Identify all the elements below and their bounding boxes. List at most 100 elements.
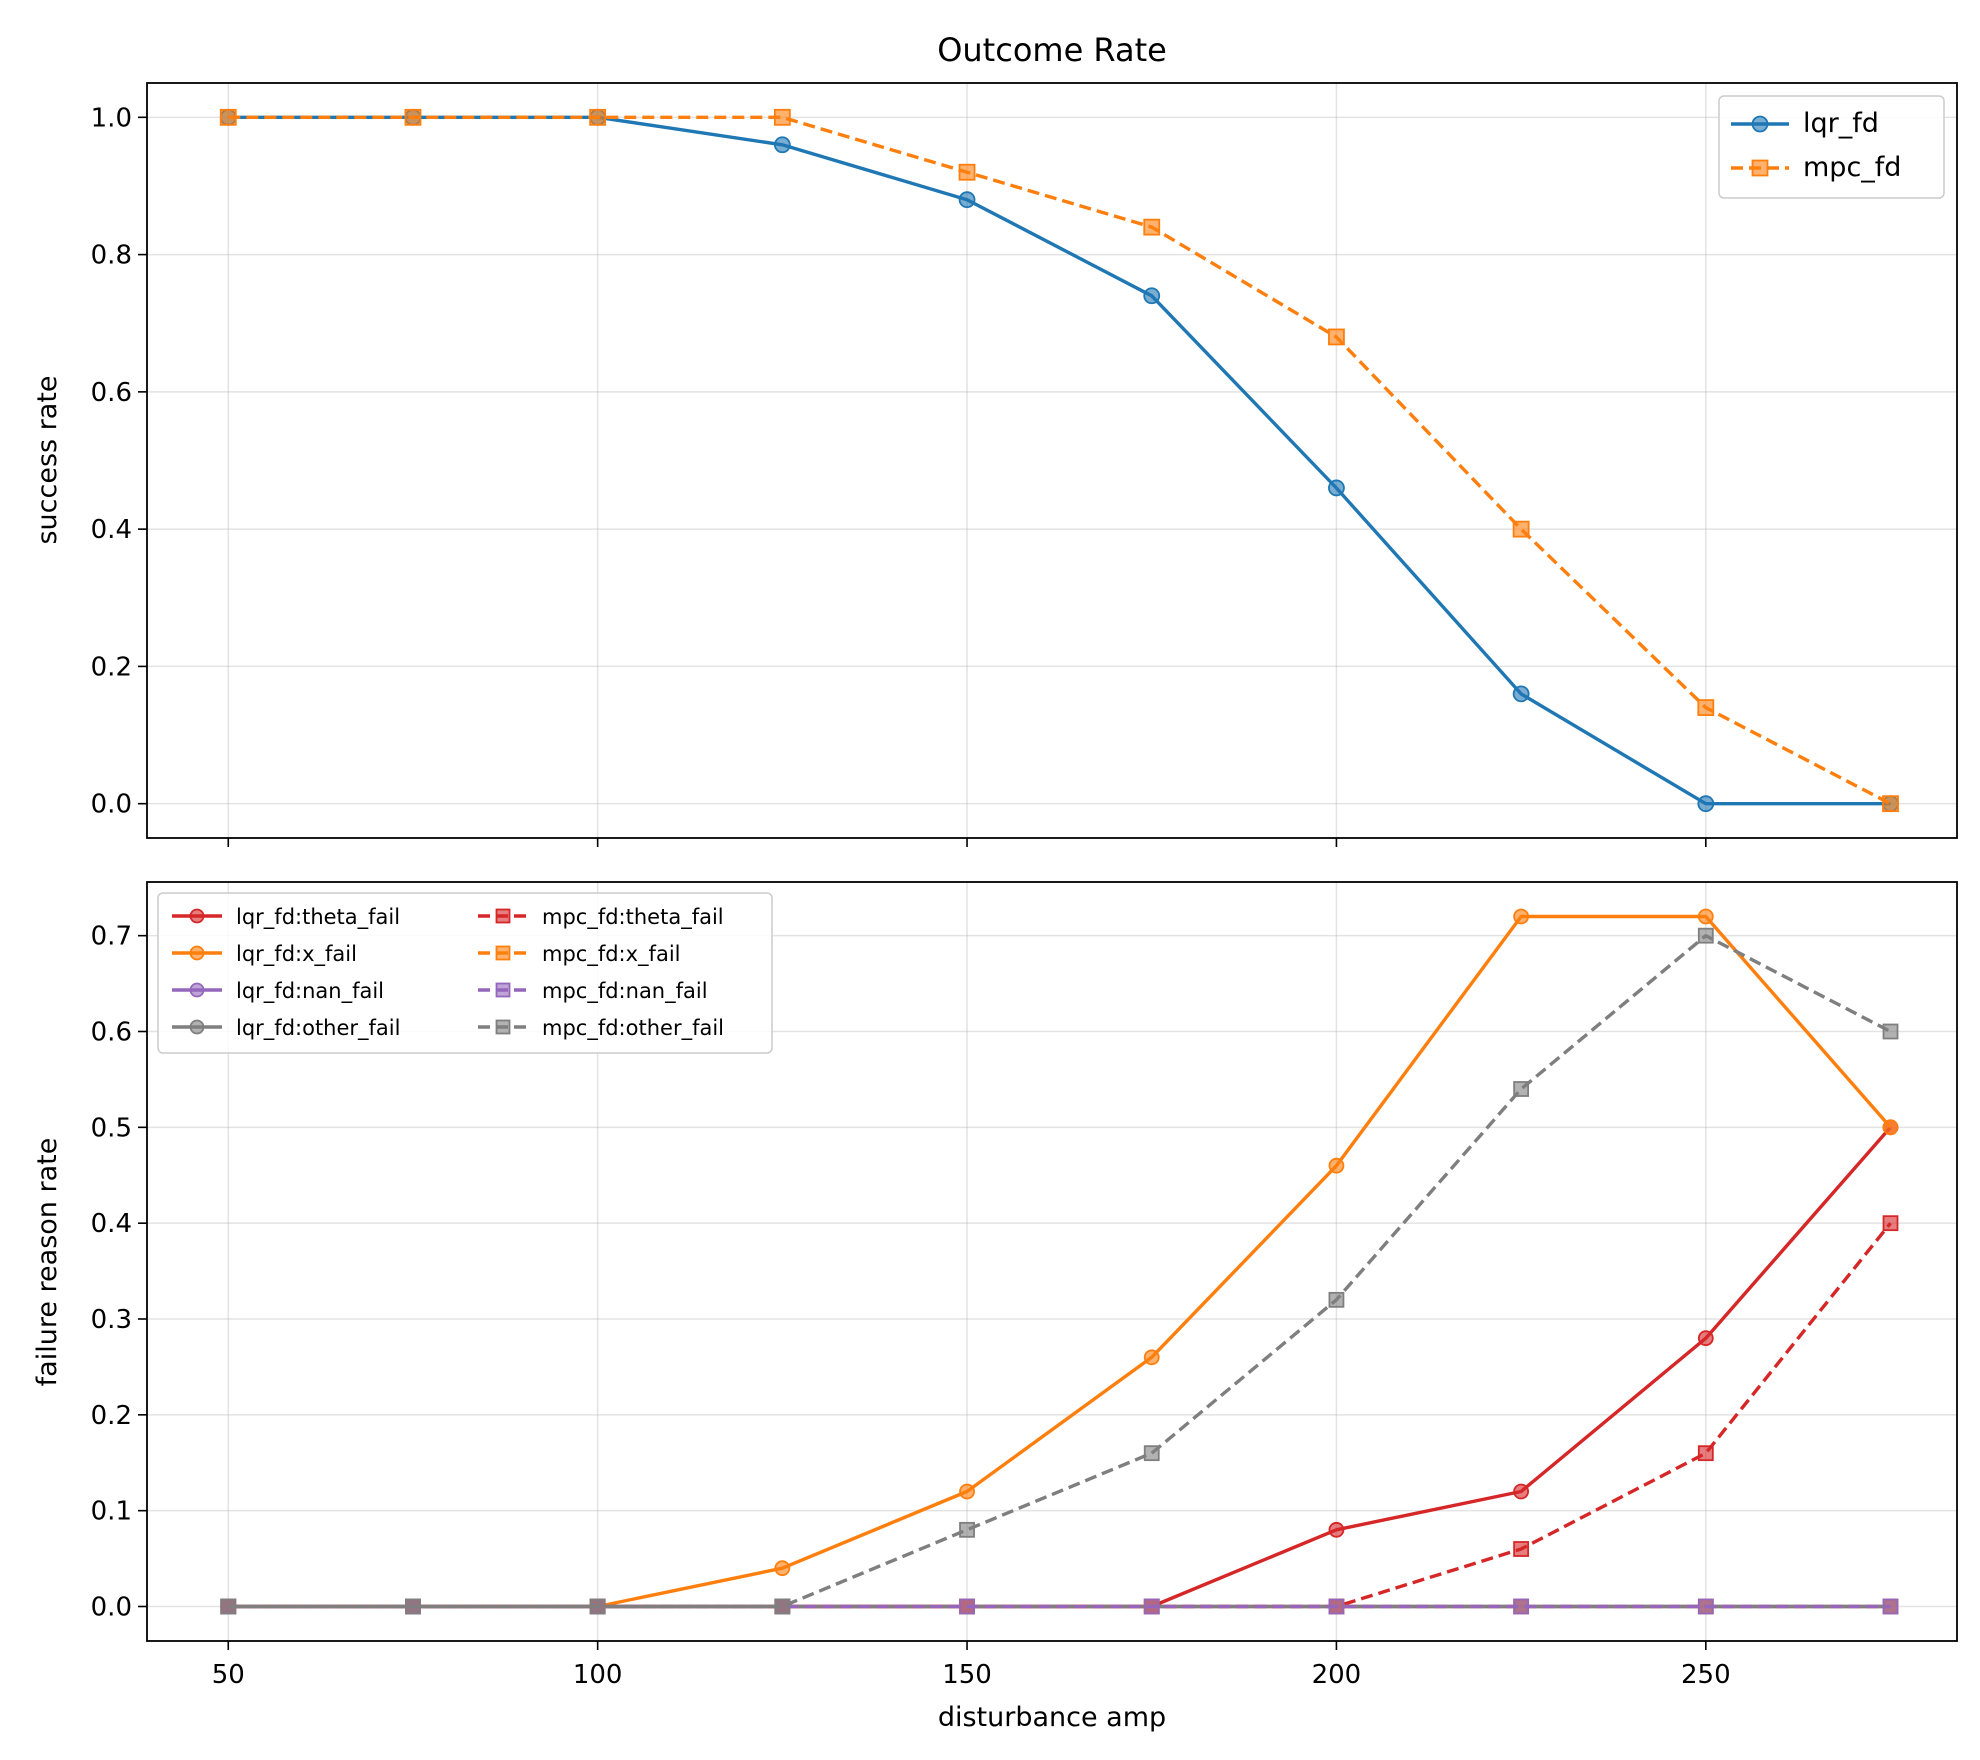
- top-mpc-fd-point-3: [773, 108, 791, 126]
- bottom-legend-label-lqr-fd-other-fail: lqr_fd:other_fail: [236, 1016, 400, 1041]
- top-ytick-label-1: 0.2: [91, 652, 132, 682]
- bottom-legend-item-mpc-fd-theta-fail: mpc_fd:theta_fail: [478, 905, 724, 930]
- bottom-series-group: [220, 908, 1899, 1615]
- bottom-lqr-fd-x-fail-point-9: [1882, 1119, 1899, 1136]
- bottom-mpc-fd-theta-fail-point-9: [1882, 1215, 1899, 1232]
- bottom-lqr-fd-x-fail-point-7: [1513, 908, 1530, 925]
- bottom-legend-label-lqr-fd-x-fail: lqr_fd:x_fail: [236, 942, 357, 967]
- top-ytick-label-5: 1.0: [91, 103, 132, 133]
- top-axes-frame: [146, 82, 1958, 839]
- top-legend: lqr_fd mpc_fd: [1718, 95, 1945, 199]
- top-mpc-fd-point-5: [1143, 218, 1161, 236]
- bottom-legend-marker-mpc-fd-other-fail-point-0: [495, 1019, 511, 1035]
- bottom-axes-frame: [146, 881, 1958, 1642]
- bottom-legend-label-mpc-fd-theta-fail: mpc_fd:theta_fail: [542, 905, 724, 930]
- top-ytick-label-4: 0.8: [91, 241, 132, 271]
- bottom-chart: 50 100 150 200 250 0.0 0.1 0.2 0.3 0.4 0.5 0.6 0.7 d…: [32, 881, 1958, 1733]
- bottom-series-mpc-fd-other-fail: [220, 927, 1899, 1615]
- bottom-ytick-label-3: 0.3: [91, 1305, 132, 1335]
- bottom-mpc-fd-other-fail-point-3: [774, 1598, 791, 1615]
- top-mpc-fd-point-1: [404, 108, 422, 126]
- top-lqr-fd-point-7: [1512, 685, 1530, 703]
- bottom-legend-marker-lqr-fd-theta-fail-point-0: [189, 908, 205, 924]
- bottom-ytick-label-7: 0.7: [91, 922, 132, 952]
- bottom-lqr-fd-x-fail-point-5: [1143, 1349, 1160, 1366]
- bottom-legend-items: lqr_fd:theta_fail lqr_fd:x_fail lqr_fd:nan…: [172, 905, 724, 1041]
- top-legend-label-mpc-fd: mpc_fd: [1803, 152, 1901, 183]
- top-y-axis-label: success rate: [32, 375, 63, 544]
- bottom-mpc-fd-other-fail-point-1: [405, 1598, 421, 1615]
- bottom-lqr-fd-x-fail-point-3: [774, 1560, 791, 1577]
- bottom-mpc-fd-other-fail-point-6: [1328, 1291, 1345, 1308]
- top-ytick-label-0: 0.0: [91, 790, 132, 820]
- bottom-legend-item-mpc-fd-other-fail: mpc_fd:other_fail: [478, 1016, 724, 1041]
- bottom-legend-marker-lqr-fd-other-fail-point-0: [189, 1019, 205, 1035]
- top-line-mpc-fd: [228, 115, 1892, 806]
- top-legend-label-lqr-fd: lqr_fd: [1803, 108, 1879, 139]
- x-axis-label: disturbance amp: [938, 1702, 1166, 1733]
- bottom-legend-marker-lqr-fd-nan-fail-point-0: [189, 982, 205, 998]
- top-lqr-fd-point-4: [958, 191, 976, 209]
- top-lqr-fd-point-5: [1143, 287, 1161, 305]
- top-lqr-fd-point-6: [1328, 479, 1345, 497]
- top-mpc-fd-point-2: [589, 108, 607, 126]
- bottom-lqr-fd-x-fail-point-6: [1328, 1157, 1345, 1174]
- top-legend-frame: [1718, 95, 1945, 199]
- bottom-lqr-fd-theta-fail-point-8: [1697, 1330, 1714, 1347]
- bottom-legend-label-lqr-fd-nan-fail: lqr_fd:nan_fail: [236, 979, 384, 1004]
- top-mpc-fd-point-9: [1882, 795, 1899, 813]
- bottom-legend-label-lqr-fd-theta-fail: lqr_fd:theta_fail: [236, 905, 400, 930]
- bottom-lqr-fd-theta-fail-point-6: [1328, 1521, 1345, 1538]
- bottom-xtick-label-150: 150: [942, 1660, 992, 1690]
- bottom-ytick-label-1: 0.1: [91, 1497, 132, 1527]
- top-legend-item-mpc-fd: mpc_fd: [1731, 152, 1901, 183]
- bottom-lqr-fd-x-fail-point-8: [1697, 908, 1714, 925]
- bottom-mpc-fd-nan-fail-point-8: [1697, 1598, 1714, 1615]
- bottom-legend-item-mpc-fd-nan-fail: mpc_fd:nan_fail: [478, 979, 708, 1004]
- bottom-mpc-fd-nan-fail-point-6: [1328, 1598, 1345, 1615]
- bottom-legend: lqr_fd:theta_fail lqr_fd:x_fail lqr_fd:nan…: [157, 892, 773, 1054]
- bottom-legend-marker-lqr-fd-x-fail-point-0: [189, 945, 205, 961]
- top-mpc-fd-point-8: [1697, 699, 1715, 716]
- top-mpc-fd-point-4: [958, 163, 976, 181]
- bottom-lqr-fd-x-fail-point-4: [959, 1483, 975, 1500]
- bottom-lqr-fd-theta-fail-point-7: [1513, 1483, 1530, 1500]
- bottom-mpc-fd-theta-fail-point-8: [1697, 1445, 1714, 1462]
- bottom-legend-item-lqr-fd-theta-fail: lqr_fd:theta_fail: [172, 905, 400, 930]
- chart-title: Outcome Rate: [937, 31, 1167, 69]
- bottom-legend-marker-mpc-fd-nan-fail-point-0: [495, 982, 511, 998]
- bottom-legend-label-mpc-fd-x-fail: mpc_fd:x_fail: [542, 942, 681, 967]
- bottom-legend-item-lqr-fd-nan-fail: lqr_fd:nan_fail: [172, 979, 384, 1004]
- bottom-ytick-label-0: 0.0: [91, 1593, 132, 1623]
- bottom-legend-marker-mpc-fd-theta-fail-point-0: [495, 908, 511, 924]
- bottom-line-mpc-fd-other-fail: [228, 934, 1892, 1609]
- bottom-ytick-label-6: 0.6: [91, 1018, 132, 1048]
- top-ytick-label-2: 0.4: [91, 515, 132, 545]
- top-chart: 0.0 0.2 0.4 0.6 0.8 1.0 success rate lqr_fdmp…: [32, 82, 1958, 847]
- bottom-legend-frame: [157, 892, 773, 1054]
- bottom-mpc-fd-other-fail-point-8: [1697, 927, 1714, 944]
- bottom-ticks: 50 100 150 200 250 0.0 0.1 0.2 0.3 0.4 0.5 0.6 0.7: [91, 922, 1731, 1690]
- top-mpc-fd-point-6: [1328, 328, 1345, 346]
- bottom-mpc-fd-other-fail-point-0: [220, 1598, 237, 1615]
- bottom-mpc-fd-other-fail-point-5: [1143, 1445, 1160, 1462]
- bottom-mpc-fd-nan-fail-point-7: [1513, 1598, 1530, 1615]
- bottom-mpc-fd-theta-fail-point-7: [1513, 1541, 1530, 1557]
- bottom-legend-label-mpc-fd-other-fail: mpc_fd:other_fail: [542, 1016, 724, 1041]
- top-series-mpc-fd: [219, 108, 1899, 813]
- bottom-legend-item-mpc-fd-x-fail: mpc_fd:x_fail: [478, 942, 681, 967]
- bottom-ytick-label-5: 0.5: [91, 1113, 132, 1143]
- top-ytick-label-3: 0.6: [91, 378, 132, 408]
- bottom-legend-item-lqr-fd-other-fail: lqr_fd:other_fail: [172, 1016, 400, 1041]
- top-lqr-fd-point-3: [773, 136, 791, 154]
- top-series-group: [219, 108, 1899, 813]
- top-legend-items: lqr_fd mpc_fd: [1731, 108, 1901, 183]
- bottom-legend-marker-mpc-fd-x-fail-point-0: [495, 945, 511, 961]
- top-lqr-fd-point-8: [1697, 795, 1715, 813]
- bottom-y-axis-label: failure reason rate: [32, 1138, 63, 1387]
- top-legend-marker-mpc-fd-point-0: [1751, 159, 1769, 177]
- top-legend-marker-lqr-fd-point-0: [1751, 115, 1769, 133]
- top-legend-item-lqr-fd: lqr_fd: [1731, 108, 1879, 139]
- top-mpc-fd-point-7: [1512, 520, 1530, 538]
